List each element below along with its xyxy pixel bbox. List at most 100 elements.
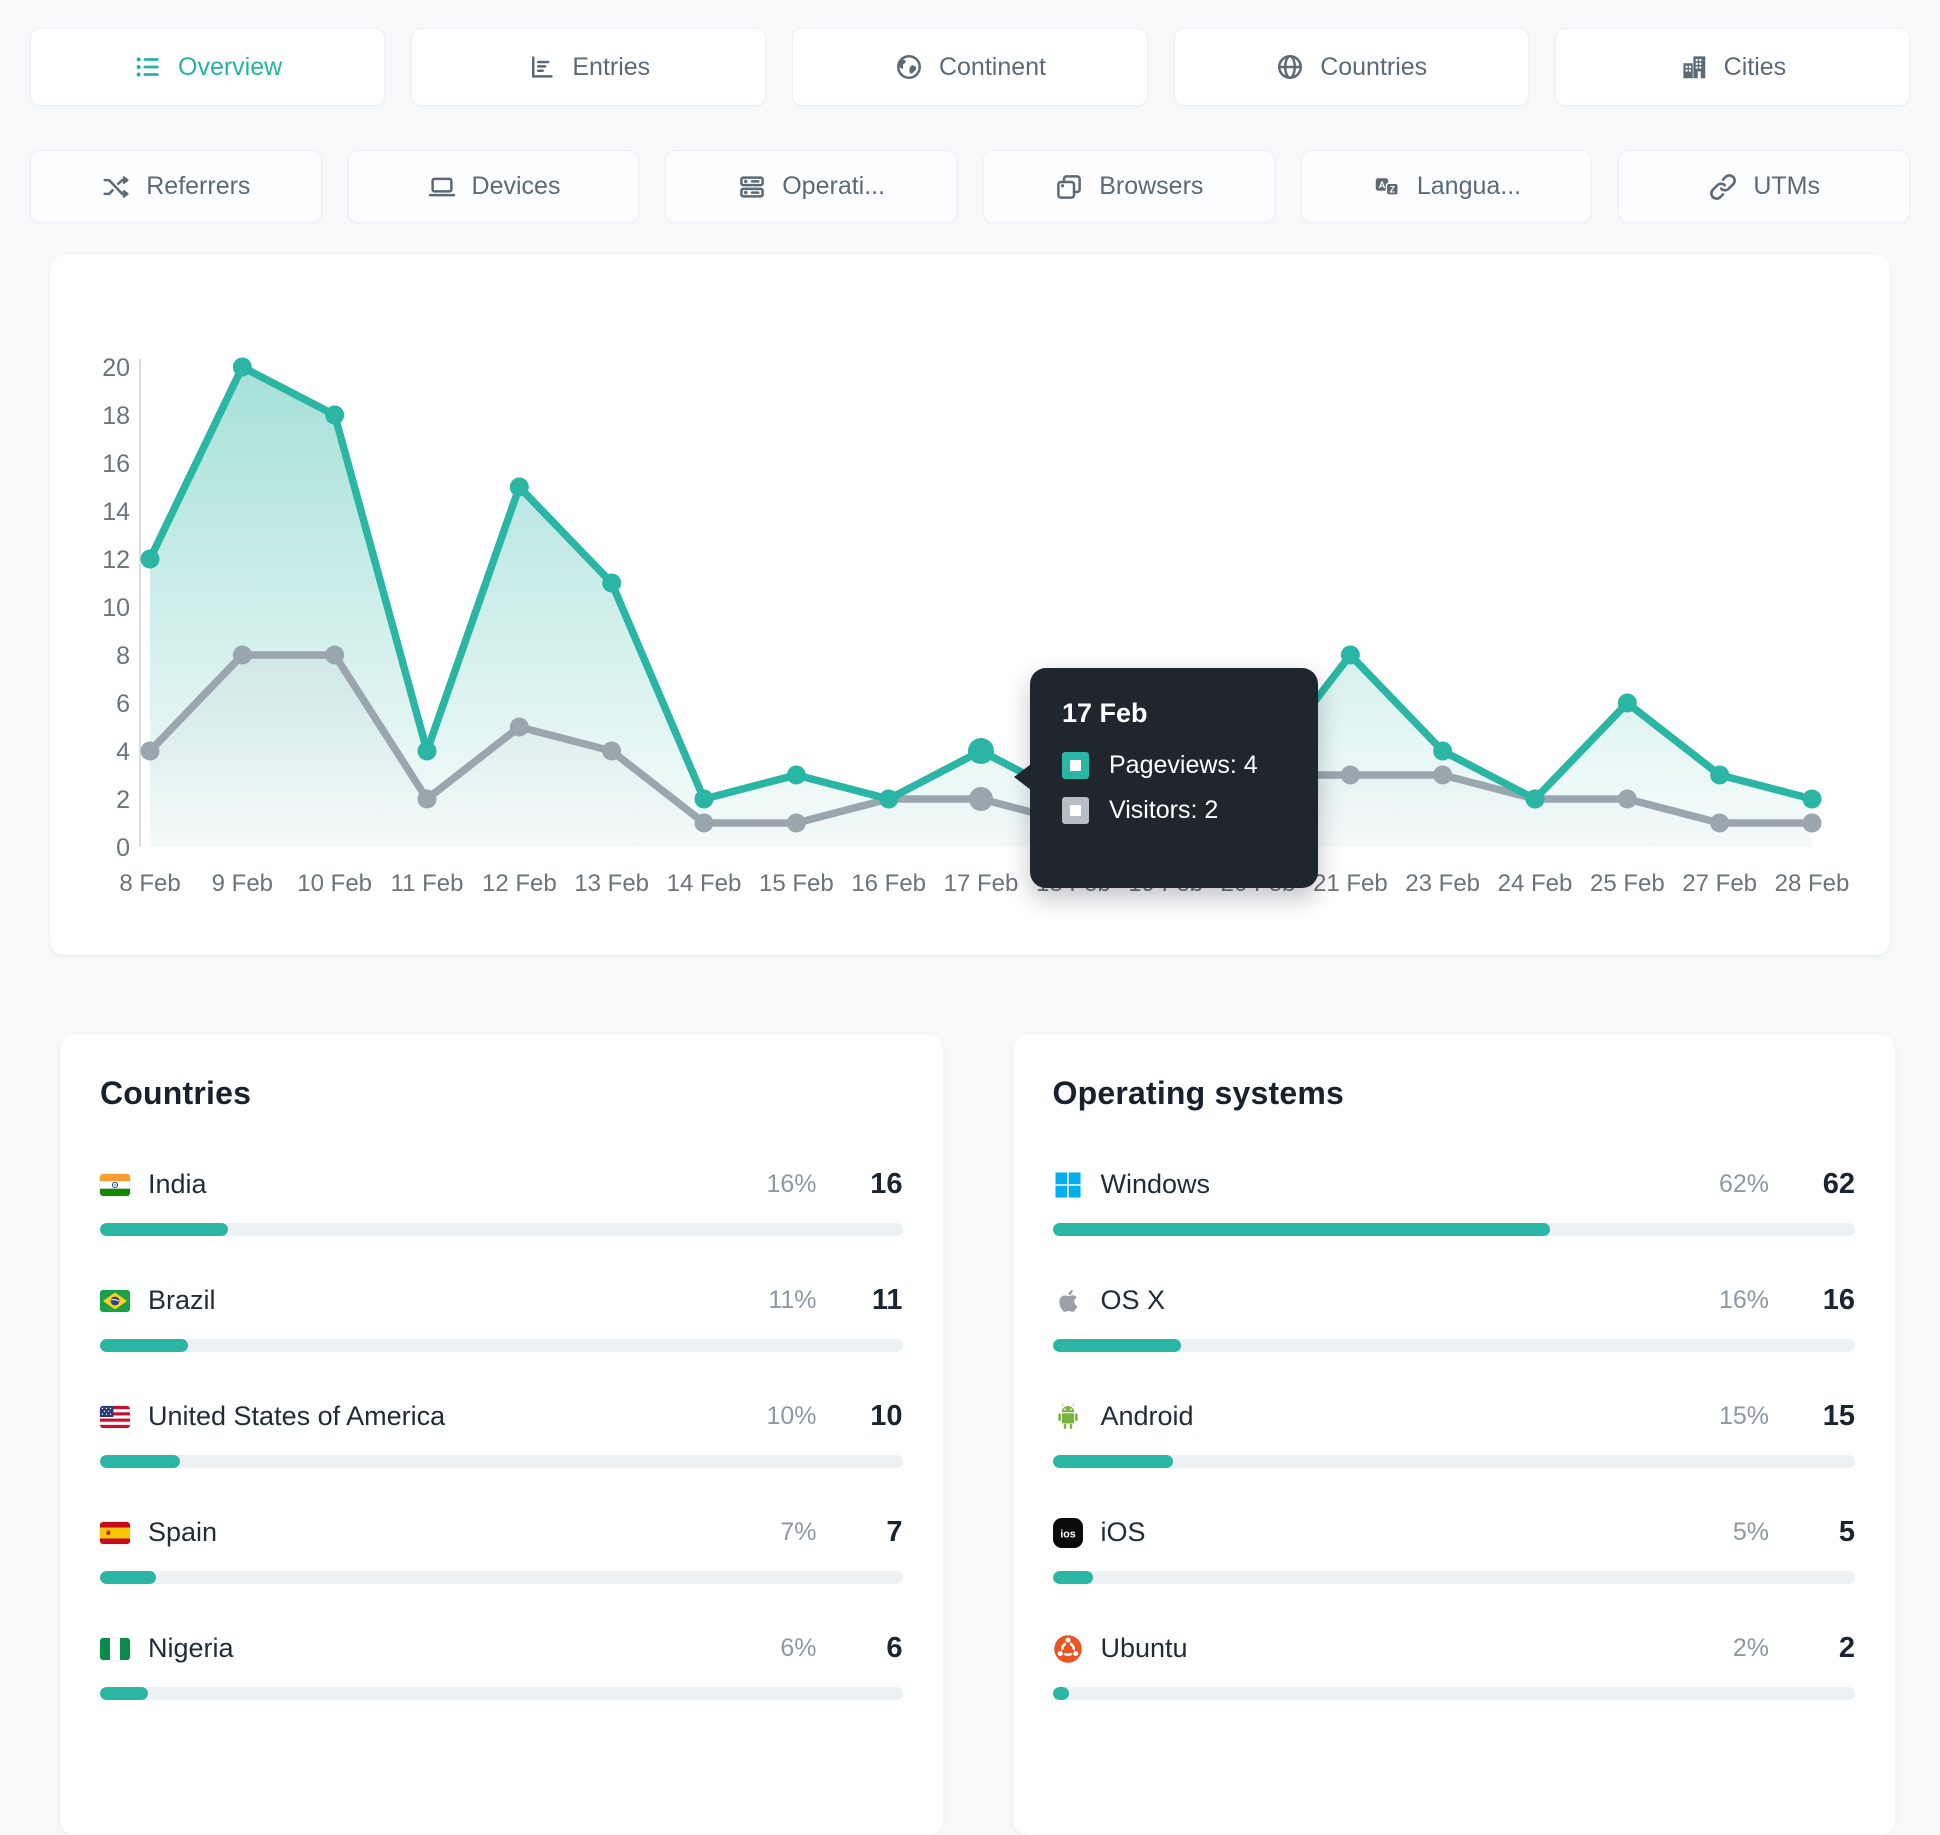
stat-row-spain[interactable]: Spain 7% 7	[100, 1516, 903, 1584]
visitors-point[interactable]	[694, 813, 714, 833]
tab-countries[interactable]: Countries	[1173, 28, 1529, 106]
tab-devices[interactable]: Devices	[347, 150, 640, 223]
svg-text:17 Feb: 17 Feb	[944, 870, 1019, 897]
stat-row-brazil[interactable]: Brazil 11% 11	[100, 1284, 903, 1352]
visitors-point[interactable]	[232, 645, 252, 665]
visitors-point[interactable]	[1710, 813, 1730, 833]
visitors-point[interactable]	[140, 741, 160, 761]
tab-label: Referrers	[146, 172, 251, 200]
view-tab-bar: Overview Entries Continent Countries Cities	[0, 28, 1940, 106]
stat-row-india[interactable]: India 16% 16	[100, 1168, 903, 1236]
tab-cities[interactable]: Cities	[1554, 28, 1910, 106]
stat-row-windows[interactable]: Windows 62% 62	[1052, 1168, 1855, 1236]
visitors-point[interactable]	[786, 813, 806, 833]
traffic-line-chart[interactable]: 0 2 4 6 8 10 12 14 16 18 20 8 Feb 9 Feb 10 Feb 11 Feb 1…	[50, 255, 1890, 955]
visitors-point[interactable]	[969, 787, 993, 811]
stat-bar	[100, 1571, 903, 1584]
tab-operati[interactable]: Operati...	[665, 150, 957, 223]
svg-text:27 Feb: 27 Feb	[1682, 870, 1757, 897]
stat-bar-fill	[100, 1223, 229, 1236]
tab-langua[interactable]: A Z Langua...	[1300, 150, 1593, 223]
visitors-point[interactable]	[509, 717, 529, 737]
flag-nigeria	[100, 1637, 130, 1660]
stat-row-united-states-of-america[interactable]: United States of America 10% 10	[100, 1400, 903, 1468]
stat-bar-fill	[1052, 1455, 1173, 1468]
pageviews-point[interactable]	[1617, 693, 1637, 713]
visitors-point[interactable]	[1802, 813, 1822, 833]
svg-text:16 Feb: 16 Feb	[851, 870, 926, 897]
flag-india	[100, 1173, 130, 1196]
earth-icon	[894, 52, 924, 82]
stat-percent: 15%	[1718, 1402, 1769, 1430]
tab-continent[interactable]: Continent	[792, 28, 1148, 106]
tab-utms[interactable]: UTMs	[1618, 150, 1910, 223]
pageviews-point[interactable]	[694, 789, 714, 809]
stat-label: Windows	[1100, 1169, 1211, 1199]
pageviews-point[interactable]	[968, 738, 994, 764]
pageviews-point[interactable]	[325, 405, 345, 425]
stat-bar-fill	[100, 1687, 149, 1700]
pageviews-point[interactable]	[1710, 765, 1730, 785]
flag-brazil	[100, 1289, 130, 1312]
pageviews-point[interactable]	[602, 573, 622, 593]
visitors-point[interactable]	[1156, 813, 1176, 833]
shuffle-icon	[101, 172, 131, 202]
stat-row-android[interactable]: Android 15% 15	[1052, 1400, 1855, 1468]
pageviews-point[interactable]	[1433, 741, 1453, 761]
stat-label: Nigeria	[148, 1633, 234, 1663]
visitors-point[interactable]	[602, 741, 622, 761]
list-icon	[133, 52, 163, 82]
pageviews-point[interactable]	[1525, 789, 1545, 809]
svg-text:8 Feb: 8 Feb	[119, 870, 180, 897]
stat-value: 16	[870, 1168, 903, 1200]
svg-text:4: 4	[116, 738, 130, 766]
stat-bar	[1052, 1339, 1855, 1352]
pageviews-point[interactable]	[140, 549, 160, 569]
stat-label: India	[148, 1169, 207, 1199]
stat-row-ios[interactable]: ios iOS 5% 5	[1052, 1516, 1855, 1584]
visitors-point[interactable]	[1433, 765, 1453, 785]
stat-bar-fill	[100, 1339, 189, 1352]
stat-row-nigeria[interactable]: Nigeria 6% 6	[100, 1632, 903, 1700]
countries-panel: Countries India 16% 16 Brazil 11% 11 United Sta…	[60, 1035, 943, 1835]
pageviews-point[interactable]	[879, 789, 899, 809]
tab-browsers[interactable]: Browsers	[982, 150, 1275, 223]
visitors-point[interactable]	[417, 789, 437, 809]
pageviews-point[interactable]	[232, 357, 252, 377]
pageviews-point[interactable]	[417, 741, 437, 761]
windows-logo	[1053, 1170, 1083, 1200]
stat-bar-fill	[100, 1571, 157, 1584]
analytics-dashboard: Overview Entries Continent Countries Cities …	[0, 28, 1940, 1835]
stat-row-ubuntu[interactable]: Ubuntu 2% 2	[1052, 1632, 1855, 1700]
pageviews-point[interactable]	[1063, 789, 1083, 809]
pageviews-point[interactable]	[1248, 765, 1268, 785]
visitors-point[interactable]	[1617, 789, 1637, 809]
svg-text:9 Feb: 9 Feb	[212, 870, 273, 897]
operating-systems-panel: Operating systems Windows 62% 62 OS X 16% 16 An…	[1012, 1035, 1895, 1835]
tab-referrers[interactable]: Referrers	[30, 150, 322, 223]
svg-text:16: 16	[102, 450, 130, 478]
pageviews-point[interactable]	[509, 477, 529, 497]
svg-text:11 Feb: 11 Feb	[391, 870, 464, 897]
svg-text:Z: Z	[1389, 184, 1395, 194]
tab-label: Entries	[572, 52, 651, 81]
visitors-point[interactable]	[1063, 813, 1083, 833]
svg-text:18 Feb: 18 Feb	[1036, 870, 1111, 897]
pageviews-point[interactable]	[786, 765, 806, 785]
y-axis: 0 2 4 6 8 10 12 14 16 18 20	[102, 354, 141, 862]
svg-text:14 Feb: 14 Feb	[667, 870, 742, 897]
pageviews-point[interactable]	[1802, 789, 1822, 809]
pageviews-point[interactable]	[1156, 789, 1176, 809]
pageviews-area	[150, 367, 1812, 847]
pageviews-point[interactable]	[1340, 645, 1360, 665]
svg-text:24 Feb: 24 Feb	[1498, 870, 1573, 897]
tab-label: Cities	[1723, 52, 1787, 81]
link-icon	[1708, 172, 1738, 202]
visitors-point[interactable]	[325, 645, 345, 665]
tab-label: Devices	[471, 172, 561, 200]
tab-overview[interactable]: Overview	[30, 28, 386, 106]
stat-row-os-x[interactable]: OS X 16% 16	[1052, 1284, 1855, 1352]
visitors-point[interactable]	[1340, 765, 1360, 785]
tab-entries[interactable]: Entries	[411, 28, 767, 106]
